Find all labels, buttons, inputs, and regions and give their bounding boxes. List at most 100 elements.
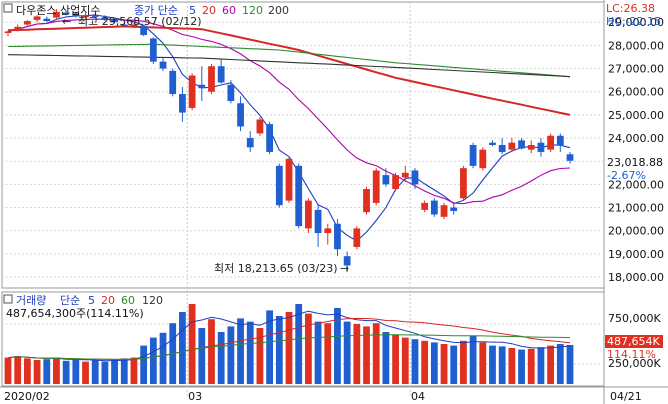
volume-bar[interactable] <box>295 304 303 384</box>
candlestick-series[interactable] <box>4 9 574 273</box>
candle[interactable] <box>421 200 429 213</box>
volume-bar[interactable] <box>275 316 283 384</box>
candle[interactable] <box>227 80 235 104</box>
volume-bar[interactable] <box>23 358 31 384</box>
candle[interactable] <box>547 133 555 152</box>
ma-period-5[interactable]: 5 <box>189 4 196 17</box>
candle[interactable] <box>334 219 341 257</box>
volume-bar[interactable] <box>179 312 186 384</box>
candle[interactable] <box>140 24 148 37</box>
volume-bar[interactable] <box>304 313 312 384</box>
volume-bar[interactable] <box>120 358 128 384</box>
volume-bar[interactable] <box>450 345 458 384</box>
candle[interactable] <box>198 66 206 101</box>
candle[interactable] <box>382 168 390 187</box>
candle[interactable] <box>401 165 409 183</box>
volume-ma-period-120[interactable]: 120 <box>142 294 163 307</box>
candle[interactable] <box>217 59 225 84</box>
volume-bar[interactable] <box>130 357 138 384</box>
candle[interactable] <box>314 205 322 247</box>
volume-bar[interactable] <box>411 339 419 384</box>
volume-bar[interactable] <box>566 344 574 384</box>
volume-bar[interactable] <box>227 326 235 384</box>
ma-period-60[interactable]: 60 <box>222 4 236 17</box>
volume-bar[interactable] <box>353 324 361 384</box>
volume-bars[interactable] <box>4 304 574 384</box>
volume-bar[interactable] <box>53 357 60 384</box>
volume-bar[interactable] <box>343 321 351 384</box>
candle[interactable] <box>508 138 516 152</box>
volume-collapse-box-icon[interactable] <box>3 294 13 304</box>
volume-bar[interactable] <box>101 361 109 384</box>
candle[interactable] <box>324 223 332 245</box>
volume-bar[interactable] <box>334 308 341 384</box>
volume-bar[interactable] <box>246 321 254 384</box>
candle[interactable] <box>537 138 545 157</box>
candle[interactable] <box>33 15 41 23</box>
volume-bar[interactable] <box>489 345 496 384</box>
volume-bar[interactable] <box>508 348 516 384</box>
candle[interactable] <box>101 15 109 22</box>
volume-bar[interactable] <box>547 345 555 384</box>
candle[interactable] <box>285 156 293 203</box>
candle[interactable] <box>237 96 244 132</box>
candle[interactable] <box>518 138 525 150</box>
candle[interactable] <box>566 151 574 164</box>
candle[interactable] <box>23 19 31 26</box>
volume-bar[interactable] <box>33 360 41 384</box>
volume-bar[interactable] <box>430 342 438 384</box>
volume-bar[interactable] <box>479 342 487 384</box>
volume-bar[interactable] <box>401 337 409 384</box>
candle[interactable] <box>372 168 380 206</box>
candle[interactable] <box>275 163 283 208</box>
candle[interactable] <box>82 12 89 19</box>
volume-bar[interactable] <box>208 319 215 384</box>
volume-bar[interactable] <box>527 348 535 384</box>
volume-bar[interactable] <box>372 323 380 384</box>
volume-bar[interactable] <box>469 336 477 384</box>
candle[interactable] <box>295 163 303 229</box>
volume-bar[interactable] <box>4 357 12 384</box>
volume-bar[interactable] <box>421 340 429 384</box>
volume-bar[interactable] <box>256 328 264 384</box>
candle[interactable] <box>450 202 458 215</box>
candle[interactable] <box>53 9 60 19</box>
volume-bar[interactable] <box>62 360 70 384</box>
volume-bar[interactable] <box>460 340 467 384</box>
volume-bar[interactable] <box>82 361 89 384</box>
volume-ma-period-20[interactable]: 20 <box>101 294 115 307</box>
candle[interactable] <box>169 68 177 97</box>
volume-bar[interactable] <box>188 304 196 384</box>
volume-bar[interactable] <box>382 332 390 384</box>
ma-period-20[interactable]: 20 <box>202 4 216 17</box>
volume-bar[interactable] <box>537 347 545 384</box>
candle[interactable] <box>188 73 196 111</box>
candle[interactable] <box>130 23 138 29</box>
candle[interactable] <box>120 22 128 27</box>
candle[interactable] <box>266 121 274 155</box>
candle[interactable] <box>149 37 157 64</box>
volume-bar[interactable] <box>440 344 448 384</box>
candle[interactable] <box>556 133 564 152</box>
volume-bar[interactable] <box>111 360 118 384</box>
candle[interactable] <box>62 10 70 16</box>
candle[interactable] <box>208 63 215 95</box>
volume-bar[interactable] <box>72 360 80 384</box>
candle[interactable] <box>363 186 370 215</box>
candle[interactable] <box>460 165 467 201</box>
ma-period-200[interactable]: 200 <box>268 4 289 17</box>
candle[interactable] <box>392 172 399 192</box>
volume-bar[interactable] <box>43 359 51 384</box>
candle[interactable] <box>4 30 12 37</box>
volume-bar[interactable] <box>14 356 22 384</box>
volume-bar[interactable] <box>314 321 322 384</box>
candle[interactable] <box>246 131 254 152</box>
candle[interactable] <box>411 168 419 190</box>
candle[interactable] <box>440 202 448 220</box>
candle[interactable] <box>304 198 312 234</box>
volume-ma-period-60[interactable]: 60 <box>121 294 135 307</box>
candle[interactable] <box>343 251 351 273</box>
candle[interactable] <box>159 58 167 71</box>
volume-bar[interactable] <box>556 344 564 384</box>
volume-bar[interactable] <box>285 312 293 384</box>
